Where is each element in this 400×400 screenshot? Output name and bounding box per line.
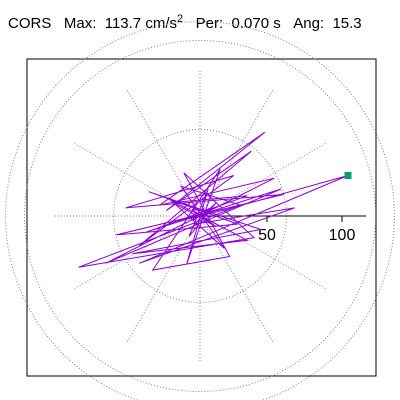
grid-radial-240 <box>127 215 201 342</box>
max-unit-exponent: 2 <box>177 13 184 25</box>
max-value: 113.7 <box>104 15 142 32</box>
grid-radial-30 <box>199 143 326 217</box>
max-label: Max: <box>63 15 97 32</box>
peak-point-marker <box>344 172 352 179</box>
station-code: CORS <box>8 15 52 32</box>
period-label: Per: <box>195 15 224 32</box>
max-unit-base: cm/s <box>145 15 177 32</box>
x-tick-label-50: 50 <box>258 227 276 244</box>
grid-ring-100 <box>24 40 376 392</box>
grid-ring-150 <box>5 21 395 400</box>
max-unit: cm/s2 <box>145 13 183 32</box>
x-axis: 50 100 <box>200 215 366 244</box>
motion-trace <box>78 131 349 271</box>
grid-radial-330 <box>199 215 326 289</box>
grid-radial-210 <box>74 215 201 289</box>
chart-title: CORS Max: 113.7 cm/s2 Per: 0.070 s Ang: … <box>8 13 362 39</box>
x-tick-label-100: 100 <box>329 227 356 244</box>
period-value: 0.070 s <box>231 15 281 32</box>
peak-marker <box>344 172 352 179</box>
angle-value: 15.3 <box>332 15 362 32</box>
trace-line <box>78 131 349 271</box>
angle-label: Ang: <box>293 15 325 32</box>
grid-radial-60 <box>199 90 273 217</box>
